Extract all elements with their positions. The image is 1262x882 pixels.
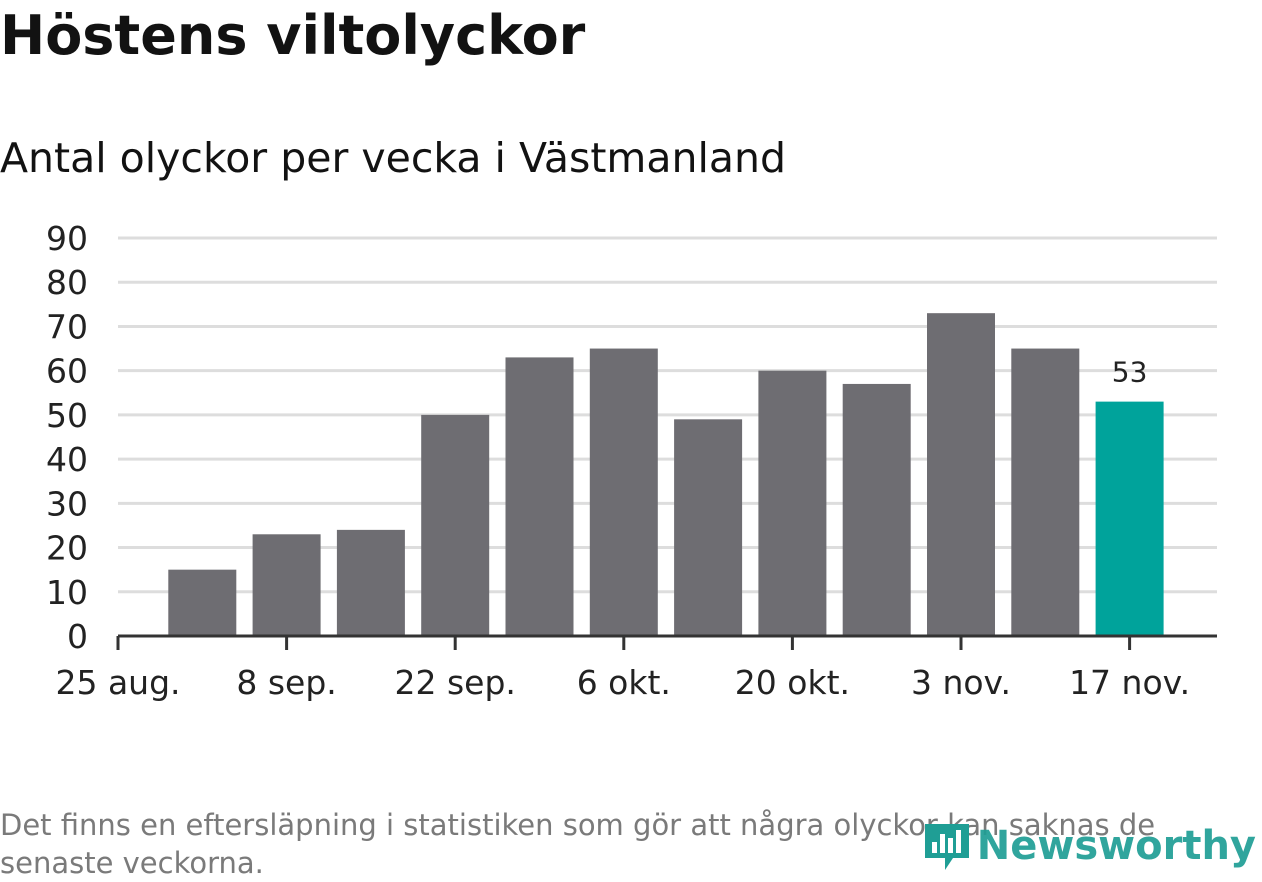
logo-text: Newsworthy [976,823,1256,869]
bar [758,370,827,636]
x-tick-label: 3 nov. [911,663,1011,702]
bar [589,348,658,636]
y-axis-ticks: 0 10 20 30 40 50 60 70 80 90 [46,219,88,656]
bars [168,313,1164,636]
y-tick-label: 70 [46,307,88,346]
y-tick-label: 0 [67,617,88,656]
data-label: 53 [1112,356,1148,389]
data-labels: 53 [1112,356,1148,389]
bar [505,357,574,636]
y-tick-label: 10 [46,573,88,612]
bar [842,383,911,636]
y-tick-label: 20 [46,529,88,568]
x-tick-label: 17 nov. [1069,663,1190,702]
y-tick-label: 80 [46,263,88,302]
y-tick-label: 60 [46,352,88,391]
chart-title: Höstens viltolyckor [0,4,586,67]
chart-subtitle: Antal olyckor per vecka i Västmanland [0,134,786,182]
bar [674,419,743,636]
x-tick-label: 6 okt. [577,663,671,702]
x-tick-label: 20 okt. [735,663,850,702]
bar [421,414,490,636]
bar [252,534,321,636]
bar [168,569,237,636]
y-tick-label: 50 [46,396,88,435]
newsworthy-logo: Newsworthy [923,818,1256,874]
bar [927,313,995,636]
y-tick-label: 40 [46,440,88,479]
x-tick-label: 25 aug. [55,663,180,702]
x-tick-label: 8 sep. [236,663,336,702]
x-tick-label: 22 sep. [394,663,515,702]
x-axis-ticks: 25 aug. 8 sep. 22 sep. 6 okt. 20 okt. 3 nov. 1… [55,636,1190,702]
bar [336,529,405,636]
y-tick-label: 30 [46,484,88,523]
y-tick-label: 90 [46,219,88,258]
bar [1011,348,1080,636]
bar-highlight [1095,401,1164,636]
newsworthy-logo-icon [924,824,969,870]
